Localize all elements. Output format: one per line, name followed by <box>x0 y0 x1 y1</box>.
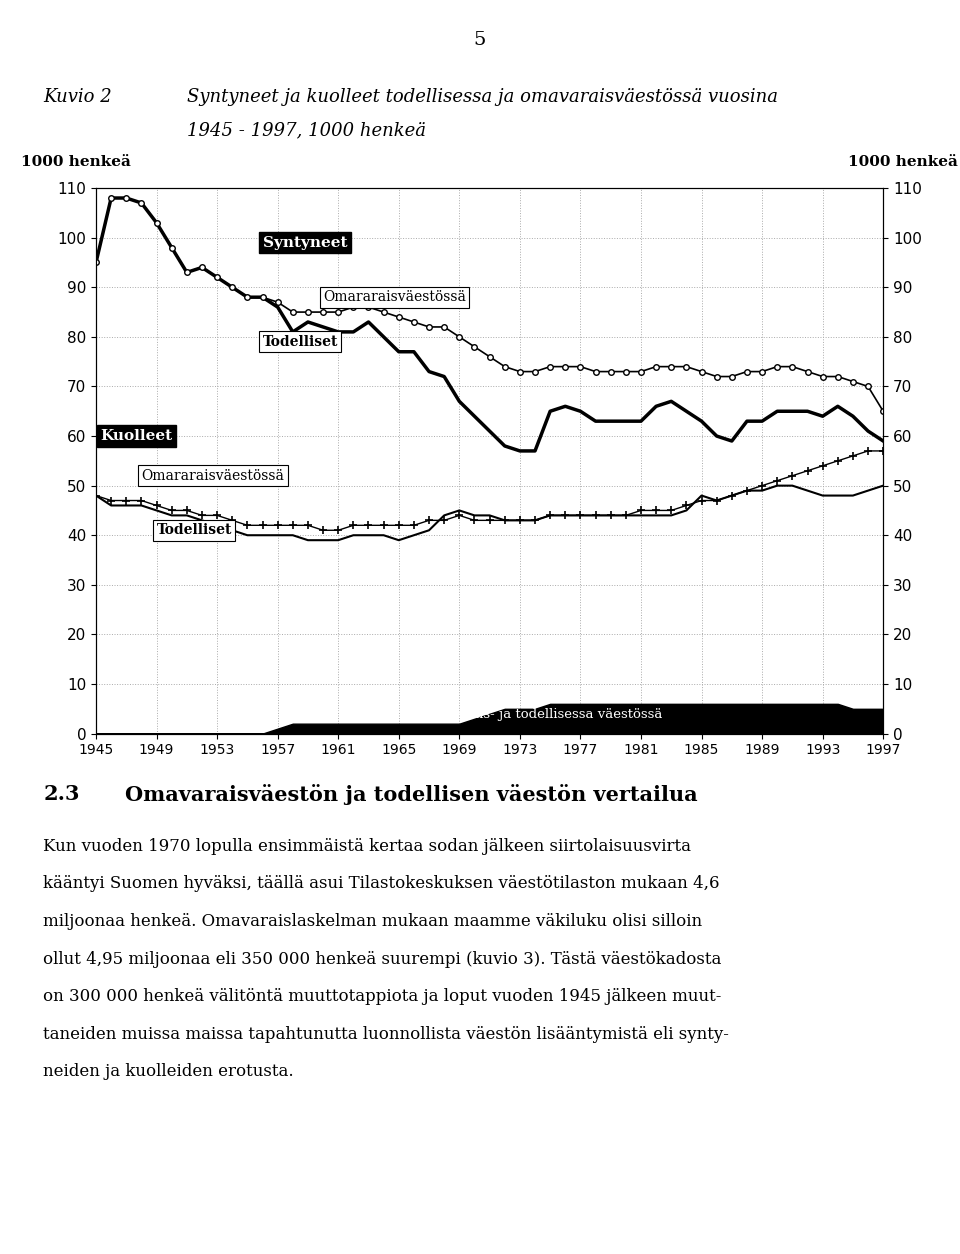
Text: miljoonaa henkeä. Omavaraislaskelman mukaan maamme väkiluku olisi silloin: miljoonaa henkeä. Omavaraislaskelman muk… <box>43 913 703 930</box>
Text: taneiden muissa maissa tapahtunutta luonnollista väestön lisääntymistä eli synty: taneiden muissa maissa tapahtunutta luon… <box>43 1026 729 1043</box>
Text: Omavaraisväestön ja todellisen väestön vertailua: Omavaraisväestön ja todellisen väestön v… <box>125 784 697 805</box>
Text: 1000 henkeä: 1000 henkeä <box>21 155 132 169</box>
Text: 1945 - 1997, 1000 henkeä: 1945 - 1997, 1000 henkeä <box>187 122 426 139</box>
Text: 5: 5 <box>474 31 486 49</box>
Text: Omararaisväestössä: Omararaisväestössä <box>141 469 284 483</box>
Text: Syntyneet: Syntyneet <box>262 236 347 250</box>
Text: Kuolleet: Kuolleet <box>101 429 173 443</box>
Text: Syntyneiden erotus omavarais- ja todellisessa väestössä: Syntyneiden erotus omavarais- ja todelli… <box>287 709 662 721</box>
Text: Kun vuoden 1970 lopulla ensimmäistä kertaa sodan jälkeen siirtolaisuusvirta: Kun vuoden 1970 lopulla ensimmäistä kert… <box>43 838 691 855</box>
Text: Todelliset: Todelliset <box>262 335 338 349</box>
Text: Kuvio 2: Kuvio 2 <box>43 88 112 105</box>
Text: ollut 4,95 miljoonaa eli 350 000 henkeä suurempi (kuvio 3). Tästä väestökadosta: ollut 4,95 miljoonaa eli 350 000 henkeä … <box>43 951 722 968</box>
Text: neiden ja kuolleiden erotusta.: neiden ja kuolleiden erotusta. <box>43 1063 294 1081</box>
Text: Syntyneet ja kuolleet todellisessa ja omavaraisväestössä vuosina: Syntyneet ja kuolleet todellisessa ja om… <box>187 88 779 105</box>
Text: kääntyi Suomen hyväksi, täällä asui Tilastokeskuksen väestötilaston mukaan 4,6: kääntyi Suomen hyväksi, täällä asui Tila… <box>43 875 720 893</box>
Text: Todelliset: Todelliset <box>156 523 232 537</box>
Text: on 300 000 henkeä välitöntä muuttotappiota ja loput vuoden 1945 jälkeen muut-: on 300 000 henkeä välitöntä muuttotappio… <box>43 988 722 1006</box>
Text: 1000 henkeä: 1000 henkeä <box>848 155 958 169</box>
Text: Omararaisväestössä: Omararaisväestössä <box>324 290 466 305</box>
Text: 2.3: 2.3 <box>43 784 80 804</box>
